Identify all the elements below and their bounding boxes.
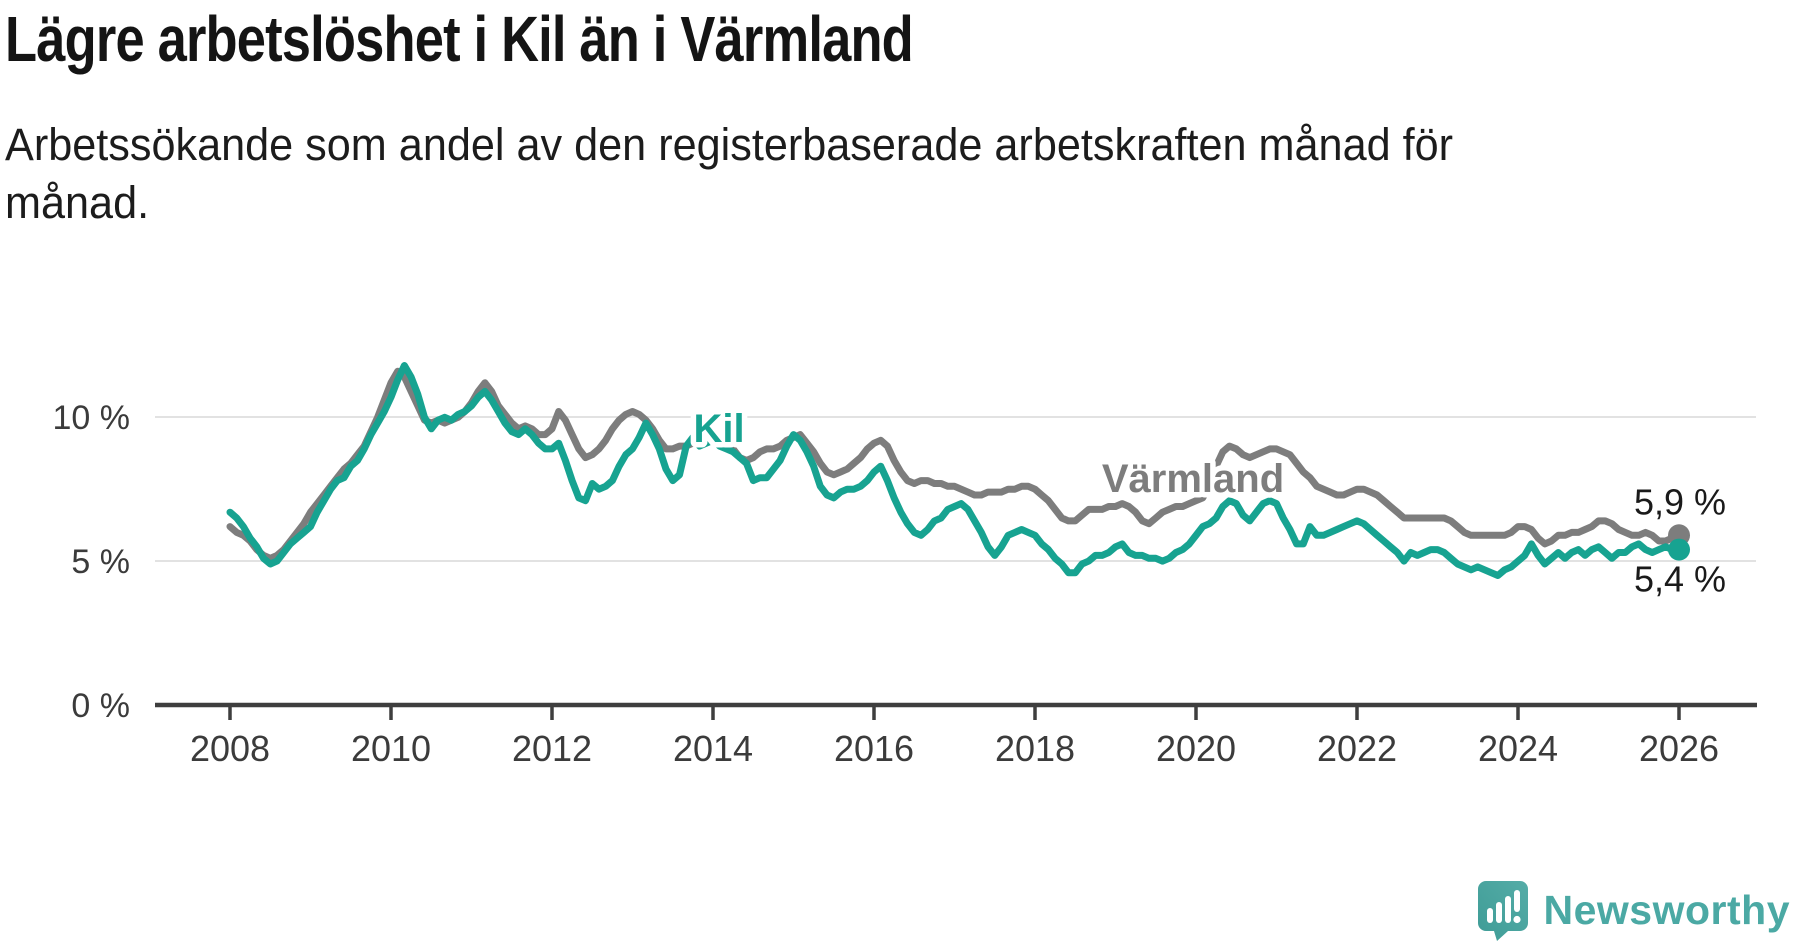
bar-small [1486,908,1493,923]
chart-title: Lägre arbetslöshet i Kil än i Värmland [5,3,914,75]
exclamation-dot [1512,915,1521,924]
varmland-end-value-label: 5,9 % [1634,481,1726,522]
x-axis-ticks: 2008 2010 2012 2014 2016 2018 2020 2022 2024 2026 [190,705,1719,769]
bar-large [1504,896,1511,923]
bar-medium [1495,902,1502,923]
chart-subtitle-line1: Arbetssökande som andel av den registerb… [5,119,1454,170]
x-tick-label: 2010 [351,728,431,769]
kil-line [226,362,1683,579]
varmland-line [226,367,1683,562]
x-tick-label: 2022 [1317,728,1397,769]
x-tick-label: 2012 [512,728,592,769]
x-tick-label: 2008 [190,728,270,769]
x-tick-label: 2018 [995,728,1075,769]
x-tick-label: 2026 [1639,728,1719,769]
chart-subtitle-line2: månad. [5,177,150,228]
chart-subtitle: Arbetssökande som andel av den registerb… [5,116,1453,232]
x-tick-label: 2014 [673,728,753,769]
x-tick-label: 2016 [834,728,914,769]
varmland-series-label: Värmland [1102,457,1284,501]
x-tick-label: 2024 [1478,728,1558,769]
speech-bubble-shape [1477,881,1528,941]
kil-series-label: Kil [693,407,744,451]
y-tick-label-10: 10 % [53,399,131,437]
y-tick-label-0: 0 % [71,687,130,725]
newsworthy-logo: Newsworthy [1475,878,1791,942]
kil-end-value-label: 5,4 % [1634,559,1726,600]
x-tick-label: 2020 [1156,728,1236,769]
kil-end-dot [1668,538,1690,561]
newsworthy-wordmark: Newsworthy [1543,886,1790,933]
y-tick-label-5: 5 % [71,543,130,581]
newsworthy-icon [1477,881,1528,941]
exclamation-bar [1513,890,1520,912]
